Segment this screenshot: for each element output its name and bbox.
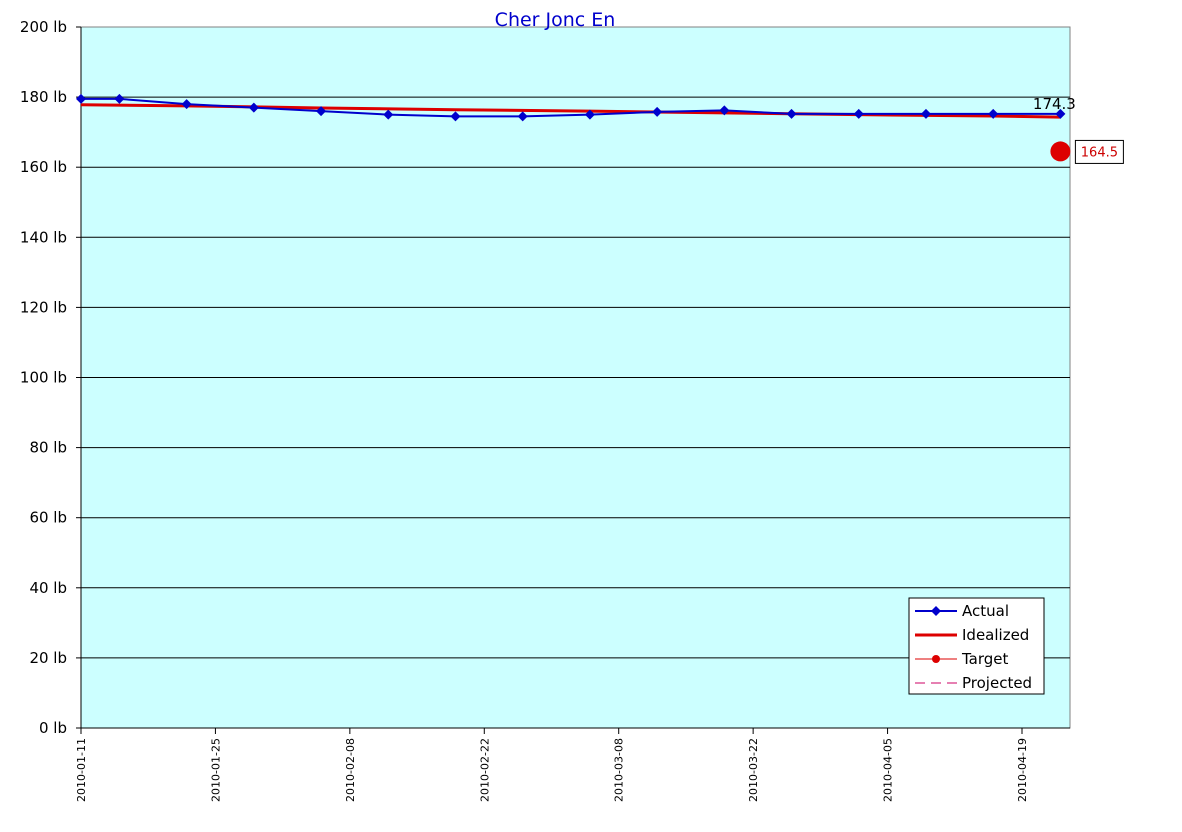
actual-point [114, 93, 125, 104]
x-tick-label: 2010-03-22 [747, 738, 760, 802]
legend-target-label: Target [961, 650, 1009, 668]
actual-point [316, 106, 327, 117]
legend-actual-marker [931, 606, 941, 616]
y-tick-label: 80 lb [29, 439, 67, 457]
x-tick-label: 2010-04-19 [1016, 738, 1029, 802]
actual-point [450, 111, 461, 122]
x-tick-label: 2010-04-05 [882, 738, 895, 802]
legend-projected-label: Projected [962, 674, 1032, 692]
actual-point [76, 93, 86, 104]
y-tick-label: 60 lb [29, 509, 67, 527]
x-tick-label: 2010-02-22 [478, 738, 491, 802]
actual-point [652, 106, 663, 117]
chart-title: Cher Jonc En [495, 9, 616, 31]
y-tick-label: 140 lb [20, 228, 67, 246]
y-tick-label: 0 lb [39, 719, 67, 737]
actual-point [584, 109, 595, 120]
actual-point [786, 108, 797, 119]
y-tick-label: 160 lb [20, 158, 67, 176]
y-tick-label: 120 lb [20, 298, 67, 316]
target-value-label: 164.5 [1081, 145, 1118, 160]
target-value-box [1074, 139, 1124, 164]
actual-point [248, 102, 259, 113]
x-tick-label: 2010-01-25 [209, 738, 222, 802]
legend-actual-label: Actual [962, 602, 1009, 620]
target-point [1050, 141, 1071, 162]
gridlines [81, 96, 1070, 659]
actual-line [81, 97, 1061, 118]
legend-box [908, 597, 1045, 695]
actual-point [517, 111, 528, 122]
actual-point [719, 105, 730, 116]
legend: Actual Idealized Target Projected [908, 597, 1045, 695]
x-tick-label: 2010-01-11 [75, 738, 88, 802]
legend-idealized-label: Idealized [962, 626, 1029, 644]
y-tick-label: 40 lb [29, 579, 67, 597]
x-axis: 2010-01-11 2010-01-25 2010-02-08 2010-02-22… [75, 727, 1070, 802]
actual-point [1055, 108, 1066, 119]
y-tick-label: 180 lb [20, 88, 67, 106]
y-tick-label: 20 lb [29, 649, 67, 667]
series-layer [76, 93, 1071, 162]
actual-point [383, 109, 394, 120]
y-tick-label: 200 lb [20, 18, 67, 36]
actual-point [181, 99, 192, 110]
x-tick-label: 2010-03-08 [613, 738, 626, 802]
x-tick-label: 2010-02-08 [344, 738, 357, 802]
y-tick-label: 100 lb [20, 369, 67, 387]
actual-point [853, 108, 864, 119]
last-value-label: 174.3 [1033, 95, 1076, 113]
actual-point [988, 108, 999, 119]
legend-target-marker [932, 655, 940, 663]
actual-point [920, 108, 931, 119]
y-axis: 0 lb 20 lb 40 lb 60 lb 80 lb 100 lb 120 lb 140 … [20, 18, 82, 737]
annotations: 174.3 164.5 [1033, 95, 1124, 164]
